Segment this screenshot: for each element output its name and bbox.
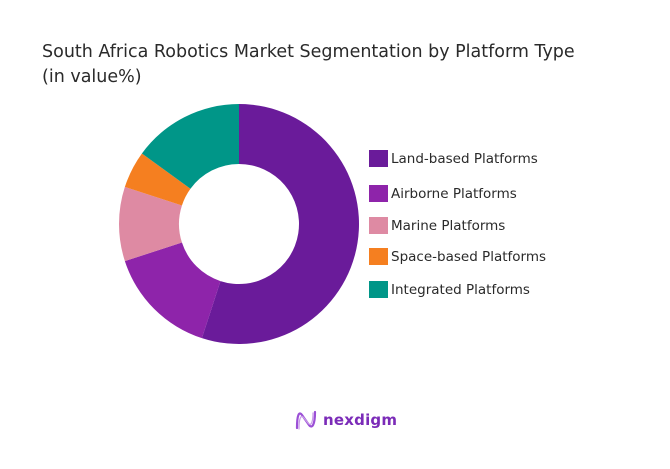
chart-title: South Africa Robotics Market Segmentatio… bbox=[42, 40, 575, 90]
legend-label-land: Land-based Platforms bbox=[391, 150, 538, 167]
legend-swatch-airborne bbox=[369, 185, 388, 202]
legend-item-space: Space-based Platforms bbox=[369, 248, 546, 265]
donut-slice-land-based-platforms bbox=[201, 104, 360, 344]
legend-label-integrated: Integrated Platforms bbox=[391, 281, 530, 298]
donut-slice-space-based-platforms bbox=[124, 153, 191, 206]
legend-label-airborne: Airborne Platforms bbox=[391, 185, 517, 202]
donut-slice-integrated-platforms bbox=[141, 104, 239, 189]
legend-item-integrated: Integrated Platforms bbox=[369, 281, 530, 298]
legend-swatch-marine bbox=[369, 217, 388, 234]
legend-swatch-integrated bbox=[369, 281, 388, 298]
nexdigm-logo-icon bbox=[295, 410, 317, 430]
donut-slice-airborne-platforms bbox=[124, 242, 221, 339]
legend-label-marine: Marine Platforms bbox=[391, 217, 506, 234]
legend-item-airborne: Airborne Platforms bbox=[369, 185, 517, 202]
chart-title-line2: (in value%) bbox=[42, 67, 142, 87]
brand-name: nexdigm bbox=[323, 411, 398, 429]
legend-label-space: Space-based Platforms bbox=[391, 248, 547, 265]
legend-item-marine: Marine Platforms bbox=[369, 217, 505, 234]
legend-item-land: Land-based Platforms bbox=[369, 150, 538, 167]
chart-title-line1: South Africa Robotics Market Segmentatio… bbox=[42, 42, 575, 62]
legend-swatch-land bbox=[369, 150, 388, 167]
brand-logo: nexdigm bbox=[294, 409, 397, 431]
legend-swatch-space bbox=[369, 248, 388, 265]
donut-slice-marine-platforms bbox=[119, 186, 182, 262]
